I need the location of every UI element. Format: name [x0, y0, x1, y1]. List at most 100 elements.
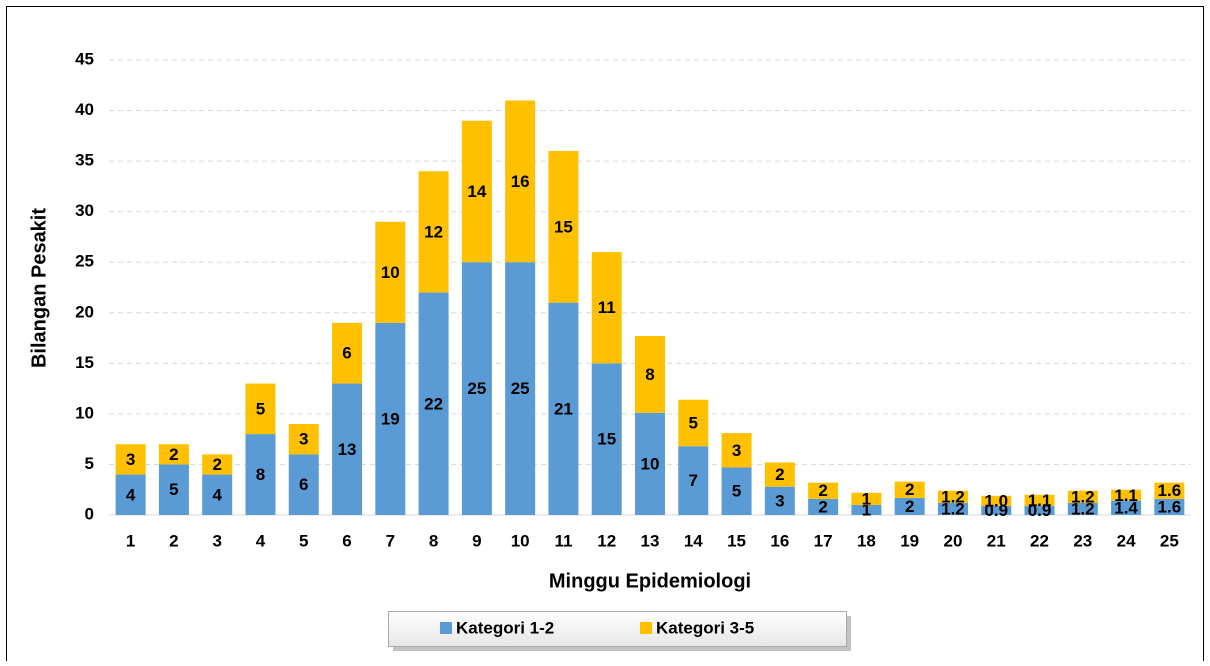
data-label: 1.2	[1071, 499, 1095, 518]
x-tick-label: 24	[1117, 531, 1136, 550]
x-tick-label: 19	[900, 531, 919, 550]
bar-segment	[808, 498, 839, 515]
data-label: 4	[126, 485, 136, 504]
bar-segment	[591, 363, 622, 515]
data-label: 1.6	[1158, 481, 1182, 500]
data-label: 5	[169, 480, 178, 499]
bar-segment	[1067, 490, 1098, 503]
bar-segment	[418, 292, 449, 515]
x-tick-label: 9	[472, 531, 481, 550]
data-label: 5	[256, 399, 265, 418]
data-label: 15	[597, 430, 616, 449]
bar-segment	[245, 383, 276, 435]
data-label: 1	[862, 489, 871, 508]
data-label: 2	[905, 497, 914, 516]
data-label: 3	[299, 430, 308, 449]
bar-segment	[505, 262, 536, 515]
data-label: 3	[775, 491, 784, 510]
bar-segment	[202, 454, 233, 475]
bar-segment	[332, 383, 363, 515]
data-label: 2	[905, 480, 914, 499]
x-tick-label: 6	[342, 531, 351, 550]
legend-swatch	[440, 622, 452, 634]
x-tick-label: 22	[1030, 531, 1049, 550]
bar-segment	[1024, 494, 1055, 506]
bar-segment	[1067, 502, 1098, 515]
data-label: 2	[818, 481, 827, 500]
x-tick-label: 7	[386, 531, 395, 550]
bar-segment	[894, 497, 925, 515]
x-tick-label: 16	[770, 531, 789, 550]
data-label: 2	[169, 445, 178, 464]
data-label: 5	[689, 413, 698, 432]
data-label: 7	[689, 471, 698, 490]
bar-segment	[158, 444, 189, 465]
bar-segment	[981, 505, 1012, 515]
data-label: 11	[598, 298, 616, 317]
bar-segment	[764, 486, 795, 515]
data-label: 12	[424, 222, 443, 241]
bar-segment	[678, 446, 709, 515]
x-tick-label: 15	[727, 531, 746, 550]
data-label: 13	[338, 440, 357, 459]
y-tick-label: 30	[75, 201, 94, 220]
y-tick-label: 35	[75, 151, 94, 170]
data-label: 3	[126, 450, 135, 469]
data-label: 22	[424, 394, 443, 413]
legend-box	[388, 611, 847, 647]
x-tick-label: 4	[256, 531, 266, 550]
data-label: 1.1	[1028, 491, 1052, 510]
bar-segment	[1024, 505, 1055, 515]
bar-segment	[808, 482, 839, 499]
x-tick-label: 14	[684, 531, 703, 550]
data-label: 2	[818, 497, 827, 516]
bar-segment	[678, 399, 709, 447]
bar-segment	[288, 424, 319, 455]
x-tick-label: 25	[1160, 531, 1179, 550]
x-tick-label: 2	[169, 531, 178, 550]
x-tick-label: 12	[597, 531, 616, 550]
data-label: 25	[511, 379, 530, 398]
data-label: 1.6	[1158, 497, 1182, 516]
bar-segment	[1111, 500, 1142, 515]
data-label: 1.2	[941, 499, 965, 518]
frame	[6, 6, 1204, 666]
data-label: 19	[381, 409, 400, 428]
bar-segment	[202, 474, 233, 515]
bar-segment	[721, 433, 752, 468]
data-label: 1.4	[1114, 498, 1138, 517]
bar-segment	[635, 336, 665, 413]
bar-segment	[288, 454, 319, 515]
y-tick-label: 5	[85, 454, 94, 473]
bar-segment	[894, 481, 925, 498]
bar-segment	[548, 302, 579, 515]
bar-segment	[851, 504, 882, 515]
data-label: 4	[212, 485, 222, 504]
x-tick-label: 18	[857, 531, 876, 550]
bar-segment	[418, 171, 449, 293]
y-tick-label: 25	[75, 252, 94, 271]
bar-segment	[332, 322, 363, 384]
bar-segment	[505, 100, 536, 263]
bar-segment	[635, 412, 665, 515]
y-tick-label: 15	[75, 353, 94, 372]
bar-segment	[721, 467, 752, 515]
x-tick-label: 5	[299, 531, 308, 550]
bar-segment	[158, 464, 189, 515]
x-tick-label: 13	[641, 531, 660, 550]
x-tick-label: 1	[126, 531, 135, 550]
data-label: 1.2	[941, 487, 965, 506]
data-label: 25	[467, 379, 486, 398]
bar-segment	[937, 502, 968, 515]
bar-segment	[937, 490, 968, 503]
data-label: 1.0	[984, 491, 1008, 510]
data-label: 10	[641, 454, 660, 473]
x-tick-label: 17	[814, 531, 833, 550]
x-tick-label: 10	[511, 531, 530, 550]
data-label: 14	[467, 182, 486, 201]
data-label: 8	[645, 365, 654, 384]
data-label: 2	[775, 465, 784, 484]
legend-label: Kategori 3-5	[656, 618, 754, 637]
data-label: 1	[862, 500, 871, 519]
y-axis-label: Bilangan Pesakit	[28, 208, 50, 368]
